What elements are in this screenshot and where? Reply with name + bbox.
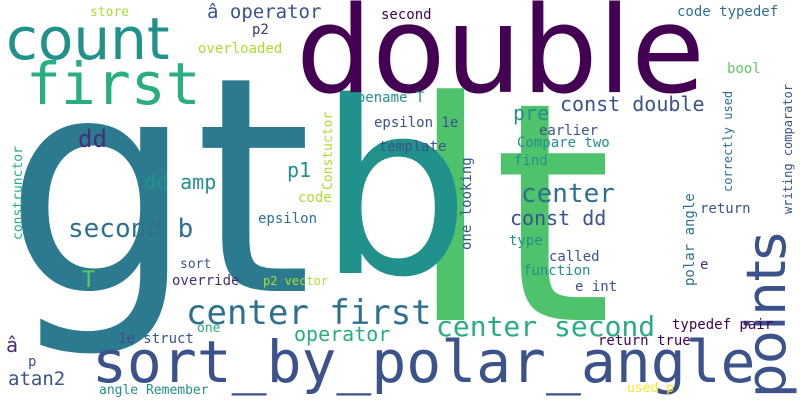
- word-sort: sort: [180, 257, 212, 272]
- word-center-first: center first: [186, 293, 432, 333]
- word-first: first: [26, 50, 201, 118]
- word-atan2: atan2: [8, 368, 66, 390]
- word-a-operator: â operator: [207, 1, 322, 23]
- word-second: second: [381, 7, 432, 23]
- word-construnctor: construnctor: [11, 146, 26, 240]
- word-bool: bool: [727, 61, 761, 77]
- word-code-typedef: code typedef: [677, 4, 779, 20]
- word-T: T: [82, 268, 96, 293]
- word-constuctor: Constuctor: [321, 111, 336, 190]
- word-operator: operator: [294, 322, 391, 346]
- word-dd-amp: dd amp: [144, 170, 217, 194]
- word-used-p: used p: [627, 381, 674, 396]
- word-gt: gt: [4, 13, 313, 362]
- word-pre: pre: [513, 101, 550, 125]
- word-count: count: [6, 5, 170, 73]
- word-typedef-pair: typedef pair: [672, 317, 774, 333]
- word-one-looking: one looking: [459, 157, 475, 250]
- word-lt: lt: [408, 37, 613, 392]
- word-const-dd: const dd: [510, 206, 607, 230]
- word-return: return: [700, 201, 751, 217]
- word-store: store: [90, 5, 130, 20]
- word-return-true: return true: [598, 333, 691, 349]
- word-p1: p1: [287, 158, 312, 182]
- word-overloaded: overloaded: [198, 41, 283, 57]
- word-center: center: [521, 179, 615, 209]
- word-called: called: [549, 249, 600, 265]
- word-template: template: [379, 139, 447, 155]
- word-second-b: second b: [68, 214, 194, 244]
- word-compare-two: Compare two: [517, 135, 610, 151]
- word-one: one: [197, 321, 221, 336]
- word-epsilon: epsilon: [258, 211, 318, 227]
- word-b: b: [318, 50, 471, 330]
- word-sort-by-polar-angle: sort_by_polar_angle: [92, 328, 756, 396]
- word-a: â: [6, 333, 19, 357]
- word-const-double: const double: [560, 92, 705, 116]
- word-typename-T: typename T: [340, 90, 425, 106]
- word-center-second: center second: [436, 310, 656, 343]
- word-type: type: [509, 233, 543, 249]
- word-double: double: [296, 0, 705, 121]
- word-earlier: earlier: [539, 123, 599, 139]
- word-correctly-used: correctly used: [721, 90, 735, 192]
- word-angle-remember: angle Remember: [99, 383, 209, 398]
- word-p2: p2: [252, 22, 269, 38]
- word-find: find: [514, 153, 548, 169]
- word-code: code: [298, 190, 332, 206]
- word-writing-comparator: writing comparator: [781, 83, 795, 214]
- word-epsilon-1e: epsilon 1e: [374, 115, 459, 131]
- word-1e-struct: 1e struct: [118, 331, 194, 347]
- word-e: e: [700, 257, 709, 273]
- word-dd: dd: [78, 125, 107, 153]
- word-function: function: [523, 263, 591, 279]
- word-p: p: [28, 354, 37, 370]
- word-e-int: e int: [575, 279, 618, 295]
- word-p2-vector: p2 vector: [263, 274, 329, 288]
- word-polar-angle: polar angle: [682, 193, 698, 286]
- word-override: override: [172, 273, 240, 289]
